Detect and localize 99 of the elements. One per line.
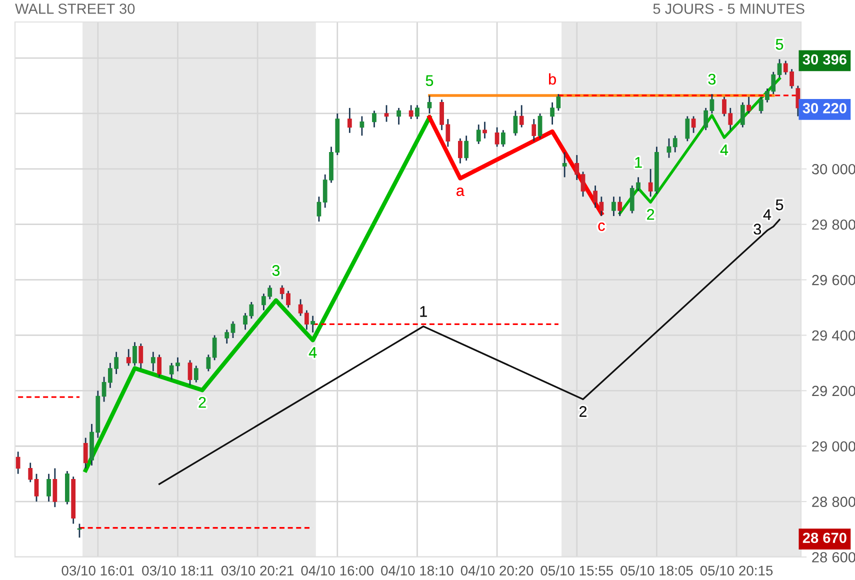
annotation: 3 [754,224,761,235]
annotation: 5 [426,75,434,86]
y-tick-label: 29 800 [812,219,855,230]
x-tick-label: 05/10 15:55 [540,565,613,576]
candlestick [188,359,192,386]
x-tick-label: 04/10 18:10 [381,565,454,576]
annotation: a [456,188,464,196]
candlestick [562,152,567,178]
y-tick-label: 28 600 [812,552,855,562]
candlestick [396,107,401,126]
chart-title: WALL STREET 30 [15,4,135,14]
candlestick [538,112,542,140]
annotation: 4 [763,209,772,220]
candlestick [500,129,506,148]
candlestick [685,116,690,142]
candlestick [464,134,469,162]
annotation: 3 [708,74,716,85]
candlestick [28,462,33,483]
candlestick [212,334,217,361]
annotation: 4 [308,347,317,358]
line-series [427,115,604,216]
candlestick [672,134,678,153]
annotation: 5 [776,39,784,50]
y2-tick-label: 28 670 [802,532,846,544]
candlestick [556,93,561,112]
candlestick [372,110,376,128]
y-tick-label: 30 000 [812,164,855,174]
candlestick [34,473,39,502]
x-tick-label: 03/10 18:11 [142,565,214,576]
annotation: 4 [720,144,728,156]
candlestick [150,351,156,372]
candlestick [648,168,653,198]
x-tick-label: 04/10 16:00 [301,565,374,576]
candlestick [532,118,536,142]
annotation: c [598,222,605,231]
y-tick-label: 29 000 [812,441,855,452]
candlestick [298,298,303,317]
candlestick [482,121,487,140]
y2-tick-label: 30 220 [802,103,846,114]
chart-subtitle: 5 JOURS - 5 MINUTES [653,4,804,14]
candlestick [52,468,58,508]
candlestick [316,196,322,222]
candlestick [550,102,554,126]
y-tick-label: 29 200 [812,386,855,396]
candlestick [230,320,236,339]
candlestick [408,104,414,120]
candlestick [580,170,586,198]
y-tick-label: 28 800 [812,496,855,507]
candlestick [384,104,389,122]
candlestick [574,154,580,181]
x-tick-label: 03/10 16:01 [62,565,134,576]
candlestick [310,315,316,334]
candlestick [102,376,106,402]
candlestick [427,94,432,114]
x-tick-label: 05/10 18:05 [620,565,693,576]
candlestick [494,126,500,148]
candlestick [46,473,51,502]
candlestick [777,58,782,78]
candlestick [740,102,745,128]
candlestick [360,116,364,136]
candlestick [126,348,131,366]
candlestick [16,450,20,475]
annotation: 2 [647,209,654,220]
annotation: 1 [635,157,642,168]
candlestick [458,138,462,164]
annotation: 5 [776,200,784,210]
annotation: 2 [198,396,206,408]
candlestick [519,104,524,128]
annotation: 3 [272,265,280,276]
candlestick [157,354,162,378]
candlestick [691,116,696,134]
candlestick [83,437,88,469]
candlestick [710,93,714,114]
annotation: 2 [580,406,586,417]
annotation: b [549,73,556,85]
x-tick-label: 04/10 20:20 [460,565,534,576]
candlestick [206,354,211,372]
candlestick [612,196,616,217]
annotation: 1 [420,306,427,317]
y-tick-label: 29 600 [812,274,855,286]
x-tick-label: 05/10 20:15 [700,565,773,576]
candlestick [746,96,751,114]
candlestick [304,310,309,330]
candlestick [132,341,137,366]
candlestick [138,342,144,370]
candlestick [476,124,481,145]
candlestick [415,104,420,120]
line-series [84,115,432,472]
candlestick [666,138,672,159]
candlestick [618,196,622,217]
candlestick [347,107,352,134]
candlestick [224,329,230,344]
line-series [158,218,780,485]
candlestick [513,110,518,136]
candlestick [704,107,708,131]
y2-tick-label: 30 396 [802,54,846,65]
y-tick-label: 29 400 [812,330,855,341]
candlestick [194,365,198,384]
x-tick-label: 03/10 20:21 [221,565,294,576]
